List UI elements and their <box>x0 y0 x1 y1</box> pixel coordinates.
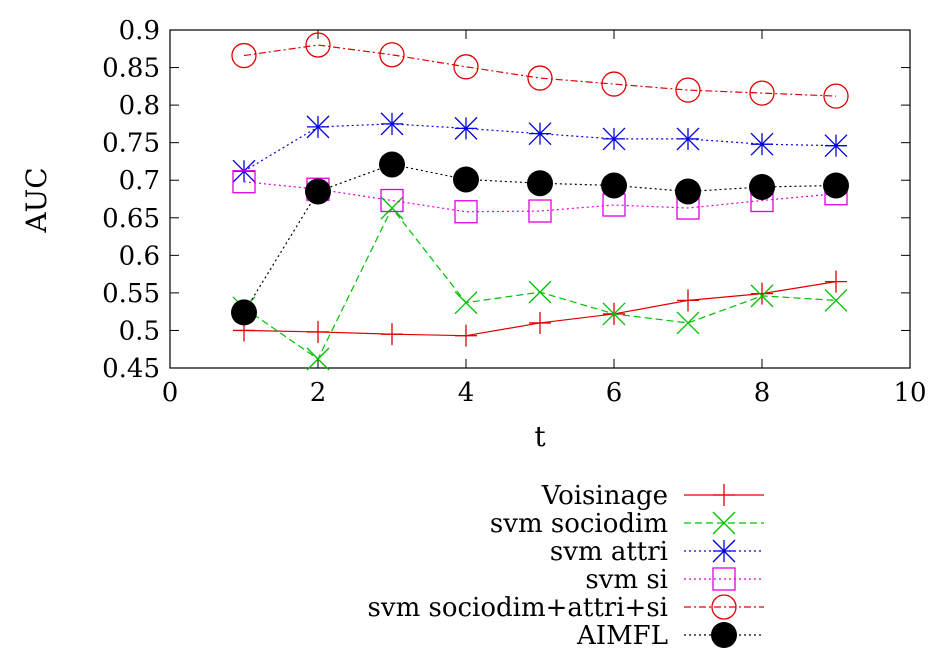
series-line <box>243 123 837 172</box>
series-aimfl <box>231 151 849 326</box>
data-point <box>749 80 775 106</box>
y-tick-label: 0.5 <box>119 316 160 346</box>
y-tick-label: 0.65 <box>102 204 160 234</box>
data-point <box>750 132 774 156</box>
data-point <box>454 200 478 224</box>
x-tick-label: 6 <box>606 378 623 408</box>
legend-label: AIMFL <box>576 621 668 651</box>
y-tick-label: 0.55 <box>102 279 160 309</box>
x-tick-label: 0 <box>162 378 179 408</box>
data-point <box>601 71 627 97</box>
data-point <box>232 170 256 194</box>
legend-marker <box>712 539 736 563</box>
y-tick-label: 0.85 <box>102 54 160 84</box>
data-point <box>379 42 405 68</box>
data-point <box>307 320 329 343</box>
data-point <box>750 284 774 308</box>
data-point <box>453 54 479 80</box>
y-tick-label: 0.7 <box>119 166 160 196</box>
series-svm-sociodim-attri-si <box>231 32 849 109</box>
y-tick-label: 0.6 <box>119 241 160 271</box>
plot-area: 0 2 4 6 8 10 0.45 0.5 0.55 0.6 0.65 0.7 0.75 0.8 0.85 0… <box>102 16 926 408</box>
legend-marker <box>711 594 737 620</box>
data-point <box>602 302 626 326</box>
series-line <box>243 44 837 97</box>
data-point <box>675 77 701 103</box>
legend-label: svm si <box>585 565 668 595</box>
series-line <box>243 181 837 213</box>
data-point <box>380 112 404 136</box>
data-point <box>454 291 478 315</box>
data-point <box>823 172 849 199</box>
data-point <box>381 323 403 346</box>
y-tick-label: 0.45 <box>102 354 160 384</box>
data-point <box>528 122 552 146</box>
plot-frame <box>169 29 911 369</box>
data-point <box>824 288 848 312</box>
data-point <box>527 170 553 197</box>
x-axis-title: t <box>534 420 546 453</box>
data-point <box>751 282 773 305</box>
data-point <box>380 196 404 220</box>
legend-marker <box>712 567 736 591</box>
x-tick-label: 4 <box>458 378 475 408</box>
data-point <box>305 178 331 205</box>
data-point <box>527 65 553 91</box>
data-point <box>601 172 627 199</box>
data-point <box>677 289 699 312</box>
y-tick-label: 0.8 <box>119 91 160 121</box>
legend-label: svm attri <box>550 537 668 567</box>
y-tick-label: 0.75 <box>102 129 160 159</box>
legend-label: svm sociodim <box>490 509 668 539</box>
series-svm-sociodim <box>232 196 848 371</box>
legend-marker <box>711 622 737 648</box>
data-point <box>676 127 700 151</box>
data-point <box>454 116 478 140</box>
data-point <box>379 151 405 178</box>
data-point <box>306 347 330 371</box>
x-tick-label: 2 <box>310 378 327 408</box>
data-point <box>602 127 626 151</box>
data-point <box>306 115 330 139</box>
data-point <box>675 178 701 205</box>
x-tick-label: 10 <box>893 378 926 408</box>
data-point <box>231 42 257 69</box>
y-axis-title: AUC <box>20 167 53 233</box>
data-point <box>529 311 551 334</box>
data-point <box>528 199 552 223</box>
legend-label: svm sociodim+attri+si <box>368 593 668 623</box>
data-point <box>824 134 848 158</box>
y-tick-label: 0.9 <box>119 16 160 46</box>
data-point <box>825 270 847 293</box>
data-point <box>528 280 552 304</box>
x-tick-label: 8 <box>754 378 771 408</box>
legend-label: Voisinage <box>541 481 668 511</box>
data-point <box>676 311 700 335</box>
data-point <box>749 173 775 200</box>
series-voisinage <box>233 270 847 347</box>
data-point <box>231 299 257 326</box>
data-point <box>305 32 331 58</box>
legend-marker <box>712 511 736 535</box>
data-point <box>455 324 477 347</box>
data-point <box>380 188 404 213</box>
legend-marker <box>713 484 735 506</box>
data-point <box>453 166 479 193</box>
series-line <box>243 206 837 360</box>
data-point <box>823 83 849 109</box>
